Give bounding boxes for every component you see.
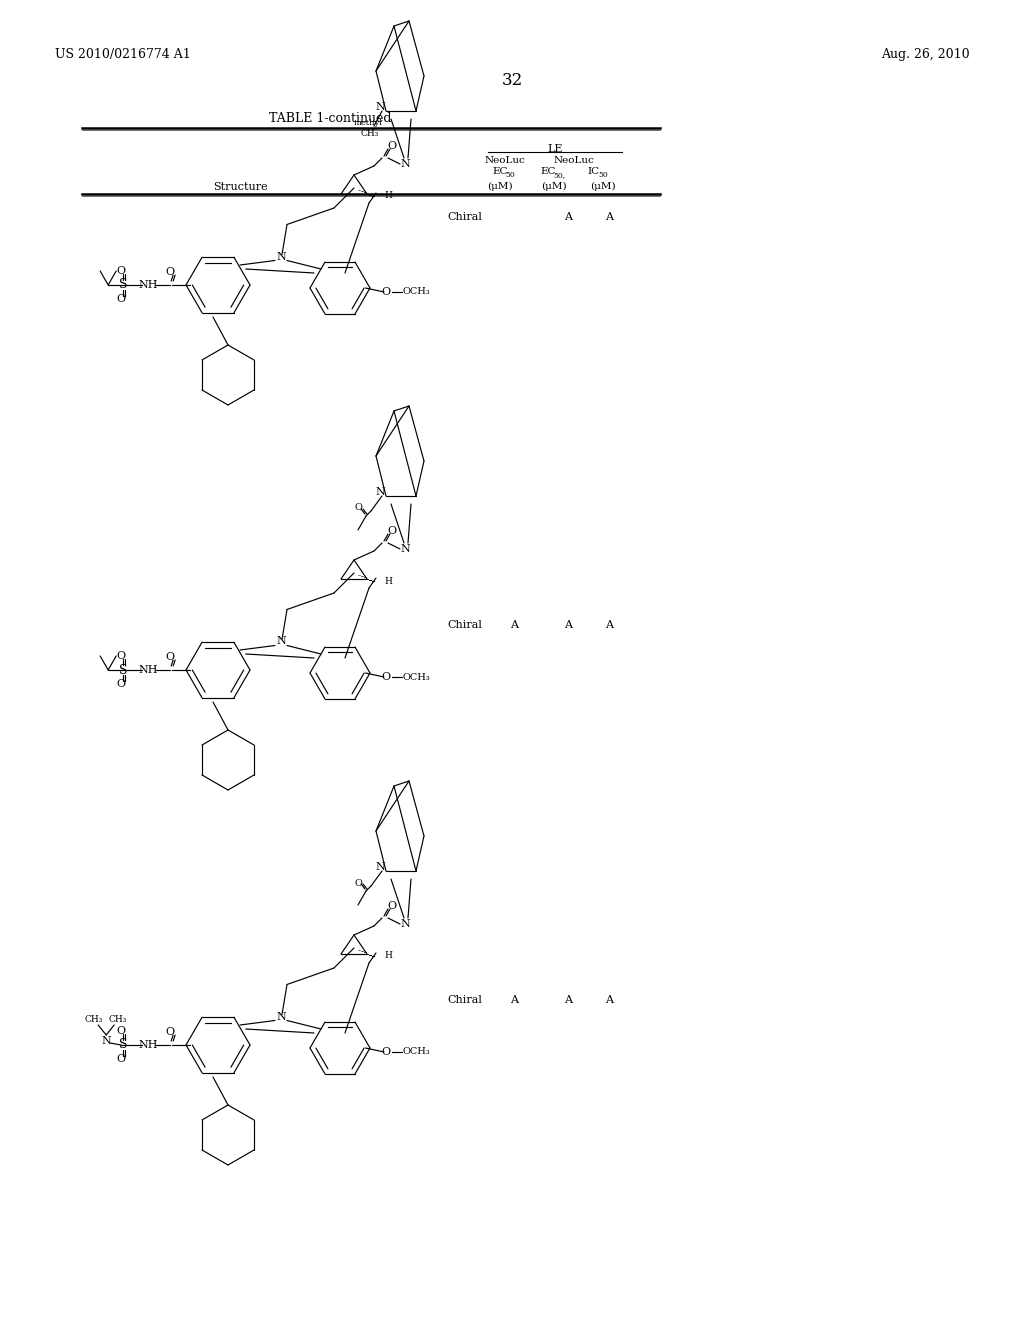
Text: methyl: methyl: [353, 119, 383, 127]
Text: NeoLuc: NeoLuc: [554, 156, 594, 165]
Text: O: O: [381, 672, 390, 682]
Text: H: H: [384, 191, 392, 201]
Text: LE: LE: [547, 144, 563, 154]
Text: N: N: [400, 919, 410, 929]
Text: A: A: [510, 620, 518, 630]
Text: N: N: [101, 1036, 111, 1045]
Text: N: N: [276, 636, 286, 647]
Text: (μM): (μM): [590, 182, 615, 191]
Text: A: A: [564, 620, 572, 630]
Text: TABLE 1-continued: TABLE 1-continued: [268, 112, 391, 125]
Text: EC: EC: [540, 168, 555, 176]
Text: O: O: [117, 267, 126, 276]
Text: O: O: [117, 678, 126, 689]
Text: CH₃: CH₃: [360, 128, 379, 137]
Text: Structure: Structure: [213, 182, 267, 191]
Text: NH: NH: [138, 280, 158, 290]
Text: CH₃: CH₃: [109, 1015, 127, 1023]
Text: (μM): (μM): [542, 182, 567, 191]
Text: O: O: [387, 525, 396, 536]
Text: O: O: [354, 503, 361, 512]
Text: NeoLuc: NeoLuc: [484, 156, 525, 165]
Text: US 2010/0216774 A1: US 2010/0216774 A1: [55, 48, 190, 61]
Text: Aug. 26, 2010: Aug. 26, 2010: [882, 48, 970, 61]
Text: Chiral: Chiral: [447, 620, 482, 630]
Text: A: A: [605, 213, 613, 222]
Text: O: O: [354, 879, 361, 887]
Text: NH: NH: [138, 1040, 158, 1049]
Text: A: A: [605, 995, 613, 1005]
Text: H: H: [384, 952, 392, 961]
Text: 50: 50: [598, 172, 608, 180]
Text: N: N: [375, 487, 385, 498]
Text: N: N: [276, 252, 286, 261]
Text: O: O: [117, 1026, 126, 1036]
Text: 50: 50: [505, 172, 515, 180]
Text: N: N: [375, 102, 385, 112]
Text: N: N: [375, 862, 385, 873]
Text: Chiral: Chiral: [447, 213, 482, 222]
Text: O: O: [381, 286, 390, 297]
Text: 32: 32: [502, 73, 522, 88]
Text: O: O: [381, 1047, 390, 1057]
Text: EC: EC: [492, 168, 508, 176]
Text: IC: IC: [587, 168, 599, 176]
Text: OCH₃: OCH₃: [402, 288, 430, 297]
Text: A: A: [564, 213, 572, 222]
Text: S: S: [119, 664, 127, 676]
Text: NH: NH: [138, 665, 158, 675]
Text: O: O: [117, 651, 126, 661]
Text: O: O: [166, 267, 175, 277]
Text: CH₃: CH₃: [85, 1015, 103, 1023]
Text: (μM): (μM): [487, 182, 513, 191]
Text: 50,: 50,: [553, 172, 565, 180]
Text: O: O: [117, 294, 126, 304]
Text: N: N: [276, 1011, 286, 1022]
Text: O: O: [117, 1053, 126, 1064]
Text: OCH₃: OCH₃: [402, 1048, 430, 1056]
Text: H: H: [384, 577, 392, 586]
Text: A: A: [564, 995, 572, 1005]
Text: S: S: [119, 279, 127, 292]
Text: Chiral: Chiral: [447, 995, 482, 1005]
Text: OCH₃: OCH₃: [402, 672, 430, 681]
Text: O: O: [387, 902, 396, 911]
Text: O: O: [166, 652, 175, 663]
Text: A: A: [510, 995, 518, 1005]
Text: N: N: [400, 158, 410, 169]
Text: O: O: [387, 141, 396, 150]
Text: A: A: [605, 620, 613, 630]
Text: O: O: [166, 1027, 175, 1038]
Text: N: N: [400, 544, 410, 554]
Text: S: S: [119, 1039, 127, 1052]
